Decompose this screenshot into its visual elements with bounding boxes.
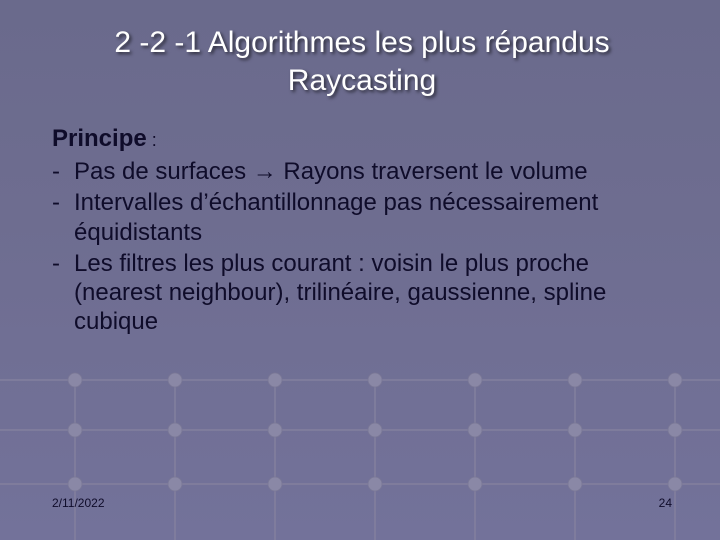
heading-colon: : (147, 130, 157, 150)
bullet-text: Les filtres les plus courant : voisin le… (74, 249, 672, 337)
bullet-list: - Pas de surfaces → Rayons traversent le… (52, 157, 672, 337)
section-heading: Principe : (52, 125, 672, 153)
bullet-text: Pas de surfaces → Rayons traversent le v… (74, 157, 588, 186)
footer-page-number: 24 (659, 496, 672, 510)
list-item: - Pas de surfaces → Rayons traversent le… (52, 157, 672, 186)
slide-title: 2 -2 -1 Algorithmes les plus répandus Ra… (52, 24, 672, 99)
heading-text: Principe (52, 125, 147, 152)
list-item: - Les filtres les plus courant : voisin … (52, 249, 672, 337)
footer-date: 2/11/2022 (52, 496, 105, 510)
list-item: - Intervalles d’échantillonnage pas néce… (52, 188, 672, 247)
bullet-text: Intervalles d’échantillonnage pas nécess… (74, 188, 672, 247)
title-line-2: Raycasting (288, 64, 436, 97)
slide: 2 -2 -1 Algorithmes les plus répandus Ra… (0, 0, 720, 540)
bullet-dash-icon: - (52, 157, 74, 186)
bullet-dash-icon: - (52, 188, 74, 247)
title-line-1: 2 -2 -1 Algorithmes les plus répandus (114, 26, 609, 59)
bullet-dash-icon: - (52, 249, 74, 337)
